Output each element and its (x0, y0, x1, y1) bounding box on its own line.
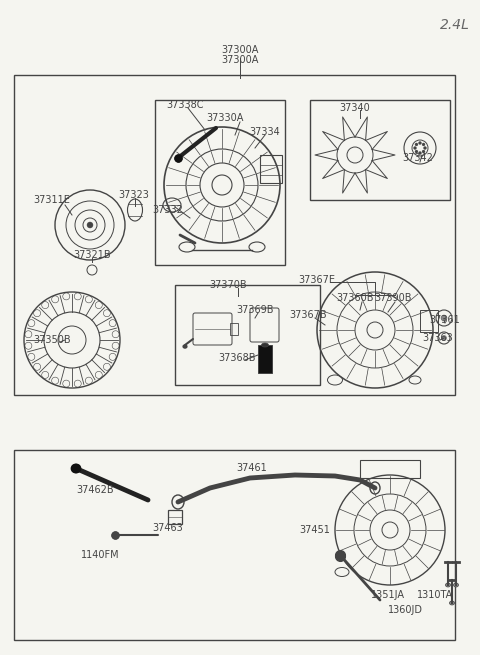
Circle shape (422, 143, 425, 146)
Ellipse shape (445, 583, 451, 587)
Circle shape (87, 222, 93, 228)
Circle shape (423, 147, 427, 149)
Text: 37451: 37451 (300, 525, 330, 535)
Bar (360, 460, 420, 478)
Text: 37300A: 37300A (221, 45, 259, 55)
Text: 37463: 37463 (153, 523, 183, 533)
Circle shape (422, 150, 425, 153)
Text: 1351JA: 1351JA (371, 590, 405, 600)
Text: 37340: 37340 (340, 103, 371, 113)
Text: 37368B: 37368B (218, 353, 256, 363)
Text: 37461: 37461 (237, 463, 267, 473)
Text: 37338C: 37338C (166, 100, 204, 110)
Text: 2.4L: 2.4L (440, 18, 470, 32)
Bar (230, 323, 238, 335)
Bar (155, 100, 285, 265)
Ellipse shape (262, 343, 268, 347)
Text: 37360B: 37360B (336, 293, 374, 303)
Circle shape (419, 141, 421, 145)
Ellipse shape (449, 601, 455, 605)
Circle shape (415, 150, 418, 153)
Circle shape (442, 335, 446, 341)
Bar (14, 450, 455, 640)
Text: 37334: 37334 (250, 127, 280, 137)
Bar (420, 310, 438, 332)
Ellipse shape (454, 583, 458, 587)
Circle shape (415, 143, 418, 146)
Bar (310, 100, 450, 200)
Bar (168, 510, 182, 524)
Text: 37321B: 37321B (73, 250, 111, 260)
Bar (260, 155, 282, 183)
Text: 37311E: 37311E (34, 195, 71, 205)
Text: 37323: 37323 (119, 190, 149, 200)
Circle shape (441, 315, 447, 321)
Text: 37367B: 37367B (289, 310, 327, 320)
Circle shape (419, 151, 421, 155)
Circle shape (413, 147, 417, 149)
Text: 37369B: 37369B (236, 305, 274, 315)
Text: 1310TA: 1310TA (417, 590, 453, 600)
Text: 37350B: 37350B (33, 335, 71, 345)
Bar (258, 345, 272, 373)
Bar (175, 285, 320, 385)
Text: 37300A: 37300A (221, 55, 259, 65)
Bar (14, 75, 455, 395)
Text: 37330A: 37330A (206, 113, 244, 123)
Text: 37342: 37342 (403, 153, 433, 163)
Text: 37361: 37361 (430, 315, 460, 325)
Text: 37363: 37363 (422, 333, 454, 343)
Text: 37462B: 37462B (76, 485, 114, 495)
Text: 37390B: 37390B (374, 293, 412, 303)
Text: 37332: 37332 (153, 205, 183, 215)
Text: 1360JD: 1360JD (387, 605, 422, 615)
Text: 1140FM: 1140FM (81, 550, 120, 560)
Text: 37367E: 37367E (299, 275, 336, 285)
Text: 37370B: 37370B (209, 280, 247, 290)
